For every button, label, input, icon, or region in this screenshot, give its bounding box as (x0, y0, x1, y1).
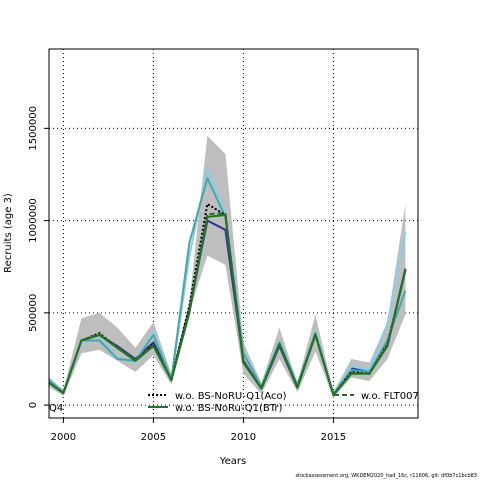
y-tick-label: 1000000 (28, 198, 39, 243)
legend-label: w.o. FLT007 (361, 391, 419, 402)
plot-frame (48, 48, 419, 419)
x-axis-title: Years (219, 456, 246, 467)
series-lines (49, 167, 407, 396)
legend-label: w.o. BS-NoRu-Q1(BTr) (175, 403, 283, 414)
footer-credit: stockassessment.org, WKDEM2020_had_16c, … (295, 473, 477, 479)
x-tick-label: 2000 (51, 432, 76, 443)
y-tick-label: 500000 (28, 294, 39, 332)
legend: w.o. BS-NoRU-Q1(Aco)w.o. BS-NoRu-Q1(BTr)… (148, 391, 419, 414)
x-tick-label: 2005 (141, 432, 166, 443)
confidence-band (49, 135, 406, 398)
x-tick-label: 2010 (231, 432, 256, 443)
x-tick-label: 2015 (321, 432, 346, 443)
confidence-band-area (49, 135, 406, 398)
y-axis: 0 500000 1000000 1500000 (28, 106, 49, 408)
cut-label: Q4 (49, 403, 63, 414)
y-tick-label: 1500000 (28, 106, 39, 151)
x-axis: 2000 2005 2010 2015 (51, 418, 346, 443)
series-line-2 (49, 167, 407, 396)
legend-label: w.o. BS-NoRU-Q1(Aco) (175, 391, 287, 402)
y-axis-title: Recruits (age 3) (3, 193, 14, 273)
series-line-6 (49, 212, 407, 396)
y-tick-label: 0 (28, 402, 39, 408)
